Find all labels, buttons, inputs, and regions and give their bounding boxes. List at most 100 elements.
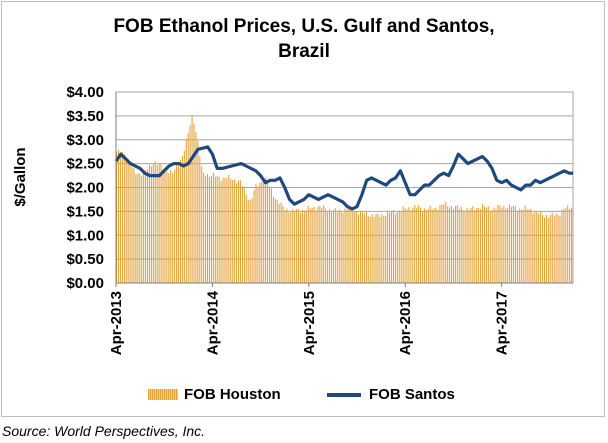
y-tick-labels: $0.00 $0.50 $1.00 $1.50 $2.00 $2.50 $3.00 $3.50… [66, 84, 104, 292]
x-tick-label: Apr-2017 [494, 291, 511, 355]
fob-houston-bar [385, 215, 387, 283]
fob-houston-bar [315, 210, 317, 283]
fob-houston-bar [299, 213, 302, 283]
fob-houston-bar [239, 180, 241, 283]
fob-houston-bar [143, 171, 145, 283]
fob-houston-bar [452, 209, 455, 283]
fob-houston-bar [164, 168, 166, 283]
fob-houston-bar [478, 208, 480, 283]
fob-houston-bar [499, 205, 501, 283]
fob-houston-bar [373, 217, 375, 283]
fob-houston-bar [272, 196, 274, 283]
fob-houston-bar [236, 183, 238, 283]
fob-houston-bar [561, 209, 563, 283]
legend-label-fob-houston: FOB Houston [184, 386, 281, 403]
fob-houston-bar [503, 205, 505, 283]
fob-houston-bar [218, 177, 220, 283]
fob-houston-bar [307, 205, 309, 283]
fob-houston-bar [396, 211, 398, 283]
fob-houston-bar [286, 208, 288, 283]
fob-houston-bar [340, 210, 342, 283]
fob-houston-bar [435, 207, 437, 283]
fob-houston-bar [243, 187, 245, 283]
fob-houston-bar [421, 211, 424, 283]
fob-houston-bar [179, 159, 181, 283]
chart-title-line-2: Brazil [278, 41, 330, 62]
fob-houston-bar [509, 204, 511, 283]
fob-houston-bar [377, 213, 379, 283]
fob-houston-bar [462, 210, 464, 283]
fob-houston-bar [131, 167, 133, 283]
fob-houston-bar [514, 206, 516, 283]
fob-houston-bar [480, 209, 482, 283]
fob-houston-bar [354, 211, 356, 283]
fob-houston-bar [296, 209, 298, 283]
fob-houston-bar [431, 209, 433, 283]
fob-houston-bar [483, 206, 485, 283]
fob-houston-bar [276, 199, 278, 283]
fob-houston-bar [481, 204, 484, 283]
fob-houston-bar [543, 217, 546, 283]
fob-houston-bar [238, 180, 240, 283]
fob-houston-bar [208, 176, 211, 283]
fob-houston-bar [456, 205, 458, 283]
fob-houston-bar [460, 207, 462, 283]
fob-houston-bar [267, 182, 269, 283]
fob-houston-bar [429, 205, 431, 283]
fob-houston-bar [524, 205, 526, 283]
x-tick-label: Apr-2016 [397, 291, 414, 355]
fob-houston-bar [154, 161, 156, 283]
fob-houston-bar [168, 173, 170, 283]
fob-houston-bar [327, 211, 329, 283]
fob-houston-bar [290, 212, 292, 283]
fob-houston-bar [247, 199, 249, 283]
fob-houston-bar [241, 186, 243, 283]
fob-houston-bar [263, 181, 265, 283]
fob-houston-bar [437, 210, 439, 283]
fob-houston-bar [224, 177, 226, 283]
fob-houston-bar [404, 208, 406, 283]
fob-houston-bar [127, 159, 129, 283]
fob-houston-bar [487, 206, 489, 283]
fob-houston-bar [540, 211, 542, 283]
y-tick-label: $4.00 [66, 84, 104, 101]
fob-houston-bar [319, 205, 321, 283]
fob-houston-bar [542, 214, 544, 283]
fob-houston-bar [507, 207, 509, 283]
fob-houston-bar [288, 212, 290, 283]
y-axis-title: $/Gallon [12, 147, 29, 207]
fob-houston-bar [282, 205, 284, 283]
fob-houston-bar [205, 176, 207, 283]
fob-houston-bar [516, 211, 518, 283]
fob-houston-bar [146, 169, 149, 283]
fob-houston-bar [474, 210, 476, 283]
fob-houston-bar [485, 207, 487, 283]
fob-houston-bar [555, 213, 557, 283]
fob-houston-bar [511, 207, 513, 283]
fob-houston-bar [160, 164, 162, 283]
legend-item-fob-santos: FOB Santos [327, 386, 455, 403]
fob-houston-bar [402, 206, 404, 283]
fob-houston-bar [166, 171, 168, 283]
fob-houston-bar [551, 212, 553, 283]
fob-houston-bar [336, 212, 338, 283]
fob-houston-bar [497, 204, 499, 283]
fob-houston-bar [344, 208, 346, 283]
fob-houston-bar [406, 209, 408, 283]
fob-houston-bar [137, 173, 139, 283]
fob-houston-bar [449, 207, 451, 283]
fob-houston-bar [458, 208, 460, 283]
fob-houston-bar [381, 214, 383, 283]
fob-houston-bar [433, 208, 435, 283]
chart-title: FOB Ethanol Prices, U.S. Gulf and Santos… [2, 14, 606, 64]
fob-houston-bar [501, 208, 503, 283]
fob-houston-bar [201, 166, 203, 283]
source-note: Source: World Perspectives, Inc. [2, 423, 206, 439]
fob-houston-bar [538, 213, 540, 283]
fob-houston-bar [148, 164, 150, 283]
fob-houston-bar [193, 123, 195, 283]
fob-houston-bar [123, 154, 125, 283]
fob-houston-bar [158, 163, 160, 283]
fob-houston-bar [139, 173, 141, 283]
legend-label-fob-santos: FOB Santos [369, 386, 455, 403]
